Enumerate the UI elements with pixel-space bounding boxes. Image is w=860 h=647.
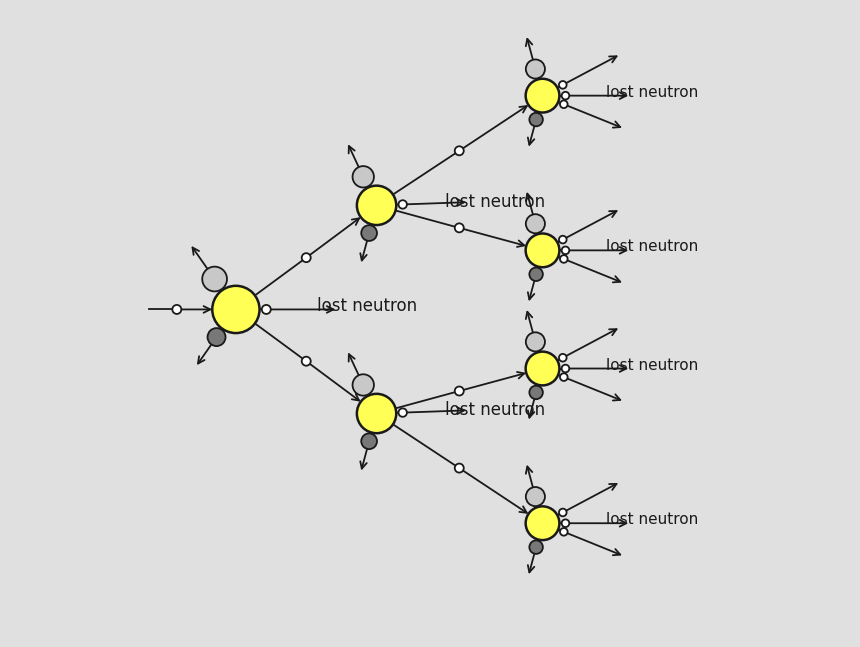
Text: lost neutron: lost neutron	[605, 512, 697, 527]
Circle shape	[353, 166, 374, 188]
Text: lost neutron: lost neutron	[605, 85, 697, 100]
Circle shape	[562, 520, 569, 527]
Circle shape	[172, 305, 181, 314]
Text: lost neutron: lost neutron	[317, 297, 418, 315]
Circle shape	[530, 267, 543, 281]
Circle shape	[525, 60, 545, 78]
Circle shape	[455, 146, 464, 155]
Circle shape	[261, 305, 271, 314]
Circle shape	[525, 487, 545, 506]
Circle shape	[525, 507, 559, 540]
Circle shape	[562, 92, 569, 100]
Circle shape	[353, 374, 374, 396]
Circle shape	[361, 225, 377, 241]
Circle shape	[530, 540, 543, 554]
Circle shape	[525, 333, 545, 351]
Circle shape	[455, 464, 464, 472]
Text: lost neutron: lost neutron	[445, 193, 545, 211]
Circle shape	[560, 528, 568, 536]
Circle shape	[530, 386, 543, 399]
Circle shape	[202, 267, 227, 291]
Circle shape	[562, 247, 569, 254]
Circle shape	[455, 223, 464, 232]
Circle shape	[525, 214, 545, 234]
Circle shape	[559, 354, 567, 362]
Circle shape	[559, 236, 567, 243]
Circle shape	[302, 253, 310, 262]
Text: lost neutron: lost neutron	[605, 358, 697, 373]
Circle shape	[398, 408, 407, 417]
Circle shape	[560, 373, 568, 381]
Circle shape	[530, 113, 543, 126]
Circle shape	[525, 351, 559, 386]
Circle shape	[212, 286, 260, 333]
Circle shape	[398, 200, 407, 209]
Circle shape	[525, 79, 559, 113]
Circle shape	[559, 81, 567, 89]
Text: lost neutron: lost neutron	[605, 239, 697, 254]
Circle shape	[207, 328, 225, 346]
Text: lost neutron: lost neutron	[445, 401, 545, 419]
Circle shape	[302, 356, 310, 366]
Circle shape	[455, 386, 464, 395]
Circle shape	[357, 186, 396, 225]
Circle shape	[560, 100, 568, 108]
Circle shape	[357, 394, 396, 433]
Circle shape	[361, 433, 377, 449]
Circle shape	[559, 509, 567, 516]
Circle shape	[560, 255, 568, 263]
Circle shape	[525, 234, 559, 267]
Circle shape	[562, 365, 569, 372]
